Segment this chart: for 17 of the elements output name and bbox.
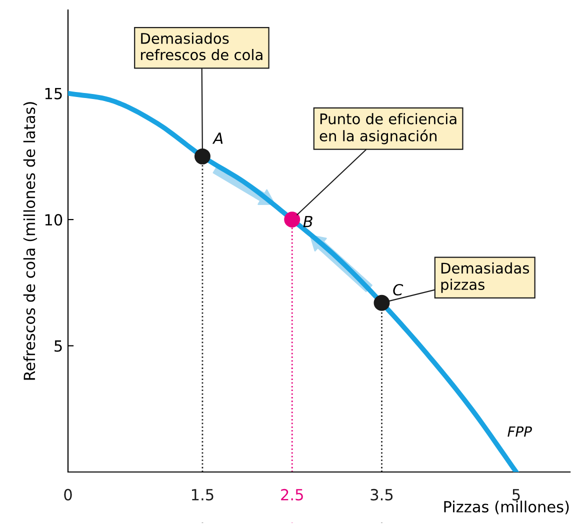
y-tick-label: 15 (45, 88, 62, 100)
y-axis-title: Refrescos de cola (millones de latas) (23, 102, 37, 380)
y-tick-label: 5 (54, 340, 62, 352)
y-tick-label: 10 (45, 214, 62, 226)
x-tick-label: 1.5 (192, 489, 214, 500)
x-tick-label: 3.5 (370, 488, 393, 500)
x-tick-label: 2.5 (281, 488, 303, 500)
annotation: B (303, 216, 312, 228)
annotation: Demasiados refrescos de cola (141, 32, 262, 60)
x-tick-label: 0 (64, 488, 72, 500)
annotation: C (393, 284, 404, 296)
annotation: Demasiadas pizzas (441, 262, 530, 293)
series-label: FPP (508, 426, 532, 437)
x-tick-label: 5 (512, 489, 520, 500)
annotation: Punto de eficiencia en la asignación (320, 113, 456, 144)
annotation: A (212, 132, 223, 144)
x-axis-title: Pizzas (millones) (444, 500, 569, 514)
